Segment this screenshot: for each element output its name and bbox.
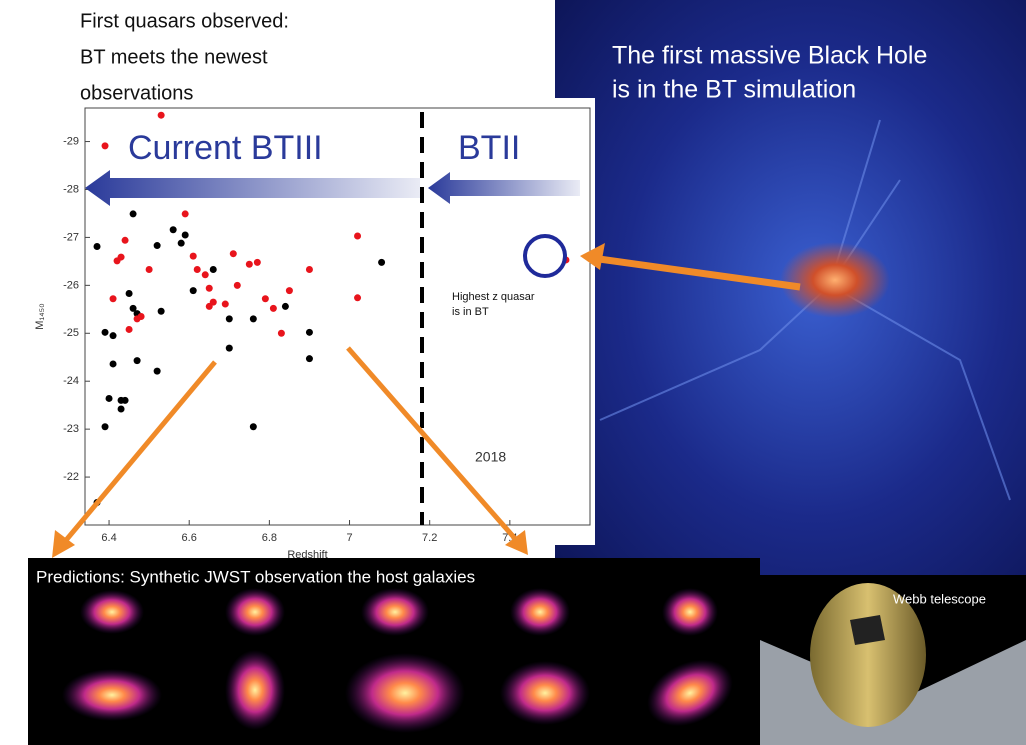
- point: [286, 287, 293, 294]
- galaxy: [225, 650, 285, 730]
- point: [102, 423, 109, 430]
- x-tick-label: 6.6: [182, 532, 197, 544]
- annotation: Current BTIII: [128, 129, 323, 167]
- y-tick-label: -26: [63, 279, 79, 291]
- annotation: 2018: [475, 449, 506, 465]
- point: [378, 259, 385, 266]
- annotation: BTII: [458, 129, 520, 167]
- point: [246, 261, 253, 268]
- point: [226, 315, 233, 322]
- point: [146, 266, 153, 273]
- point: [154, 368, 161, 375]
- point: [158, 112, 165, 119]
- point: [306, 329, 313, 336]
- point: [170, 226, 177, 233]
- y-axis-label: M₁₄₅₀: [34, 303, 46, 329]
- annotation: Highest z quasar: [452, 291, 535, 303]
- heading: observations: [80, 82, 193, 104]
- point: [250, 315, 257, 322]
- x-tick-label: 7: [346, 532, 352, 544]
- point: [206, 285, 213, 292]
- heading: BT meets the newest: [80, 46, 268, 68]
- heading: First quasars observed:: [80, 10, 289, 32]
- point: [154, 242, 161, 249]
- point: [190, 287, 197, 294]
- secondary: [850, 615, 885, 645]
- x-tick-label: 6.8: [262, 532, 277, 544]
- point: [138, 313, 145, 320]
- point: [262, 295, 269, 302]
- point: [210, 299, 217, 306]
- point: [194, 266, 201, 273]
- point: [126, 326, 133, 333]
- point: [94, 243, 101, 250]
- point: [102, 329, 109, 336]
- point: [250, 423, 257, 430]
- point: [182, 232, 189, 239]
- point: [110, 332, 117, 339]
- y-tick-label: -27: [63, 231, 79, 243]
- point: [102, 142, 109, 149]
- point: [210, 266, 217, 273]
- x-tick-label: 7.2: [422, 532, 437, 544]
- point: [234, 282, 241, 289]
- point: [354, 294, 361, 301]
- galaxy: [662, 588, 718, 636]
- point: [282, 303, 289, 310]
- point: [106, 395, 113, 402]
- point: [230, 250, 237, 257]
- sim-title: The first massive Black Hole: [612, 42, 927, 70]
- galaxy: [225, 588, 285, 636]
- point: [110, 360, 117, 367]
- galaxy: [500, 661, 590, 725]
- y-tick-label: -28: [63, 183, 79, 195]
- annotation: is in BT: [452, 306, 489, 318]
- slide: The first massive Black Hole is in the B…: [0, 0, 1026, 745]
- point: [122, 397, 129, 404]
- galaxy: [510, 588, 570, 636]
- point: [278, 330, 285, 337]
- point: [222, 301, 229, 308]
- y-tick-label: -23: [63, 423, 79, 435]
- point: [122, 237, 129, 244]
- point: [306, 355, 313, 362]
- sim-title: is in the BT simulation: [612, 76, 856, 104]
- telescope-caption: Webb telescope: [893, 591, 986, 606]
- y-tick-label: -25: [63, 327, 79, 339]
- y-tick-label: -29: [63, 135, 79, 147]
- predictions-caption: Predictions: Synthetic JWST observation …: [36, 567, 475, 586]
- black-hole: [780, 242, 890, 318]
- point: [130, 210, 137, 217]
- point: [190, 253, 197, 260]
- point: [202, 271, 209, 278]
- y-tick-label: -22: [63, 471, 79, 483]
- point: [110, 295, 117, 302]
- galaxy: [361, 588, 429, 636]
- point: [118, 254, 125, 261]
- point: [226, 345, 233, 352]
- point: [134, 357, 141, 364]
- point: [126, 290, 133, 297]
- galaxy: [62, 669, 162, 721]
- point: [178, 240, 185, 247]
- point: [182, 210, 189, 217]
- x-tick-label: 6.4: [101, 532, 116, 544]
- point: [354, 232, 361, 239]
- galaxy: [345, 653, 465, 733]
- point: [158, 308, 165, 315]
- point: [254, 259, 261, 266]
- y-tick-label: -24: [63, 375, 79, 387]
- point: [118, 406, 125, 413]
- point: [270, 305, 277, 312]
- galaxy: [80, 590, 144, 634]
- point: [306, 266, 313, 273]
